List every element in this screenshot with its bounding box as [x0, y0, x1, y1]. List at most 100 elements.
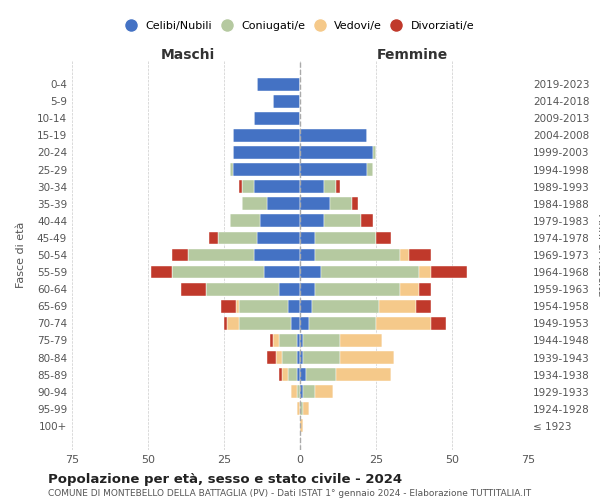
Bar [419, 283, 431, 296]
Bar [282, 351, 297, 364]
Bar [263, 266, 300, 278]
Bar [257, 232, 300, 244]
Bar [309, 317, 376, 330]
Bar [239, 300, 288, 312]
Bar [367, 163, 373, 176]
Bar [224, 317, 227, 330]
Bar [254, 112, 300, 124]
Bar [279, 283, 300, 296]
Bar [242, 198, 266, 210]
Bar [230, 163, 233, 176]
Bar [303, 351, 340, 364]
Bar [282, 368, 288, 381]
Text: COMUNE DI MONTEBELLO DELLA BATTAGLIA (PV) - Dati ISTAT 1° gennaio 2024 - Elabora: COMUNE DI MONTEBELLO DELLA BATTAGLIA (PV… [48, 489, 531, 498]
Bar [242, 180, 254, 193]
Bar [230, 214, 260, 227]
Bar [416, 300, 431, 312]
Bar [300, 420, 303, 432]
Bar [409, 248, 431, 262]
Text: Maschi: Maschi [160, 48, 215, 62]
Bar [315, 386, 334, 398]
Bar [239, 317, 291, 330]
Text: Femmine: Femmine [377, 48, 448, 62]
Bar [303, 386, 315, 398]
Bar [218, 232, 257, 244]
Bar [291, 386, 297, 398]
Bar [172, 266, 263, 278]
Bar [300, 300, 312, 312]
Bar [288, 300, 300, 312]
Bar [272, 334, 279, 347]
Bar [188, 248, 254, 262]
Bar [300, 386, 303, 398]
Bar [340, 334, 382, 347]
Bar [257, 78, 300, 90]
Bar [233, 146, 300, 159]
Bar [373, 146, 376, 159]
Bar [275, 351, 282, 364]
Bar [172, 248, 188, 262]
Bar [300, 198, 331, 210]
Bar [300, 351, 303, 364]
Bar [300, 248, 315, 262]
Bar [361, 214, 373, 227]
Bar [239, 180, 242, 193]
Bar [227, 317, 239, 330]
Bar [209, 232, 218, 244]
Bar [312, 300, 379, 312]
Bar [300, 163, 367, 176]
Bar [266, 351, 275, 364]
Bar [206, 283, 279, 296]
Bar [297, 351, 300, 364]
Bar [400, 283, 419, 296]
Bar [340, 351, 394, 364]
Bar [376, 232, 391, 244]
Bar [321, 266, 419, 278]
Bar [260, 214, 300, 227]
Bar [297, 386, 300, 398]
Bar [300, 146, 373, 159]
Text: Popolazione per età, sesso e stato civile - 2024: Popolazione per età, sesso e stato civil… [48, 472, 402, 486]
Bar [297, 402, 300, 415]
Bar [337, 180, 340, 193]
Bar [269, 334, 272, 347]
Bar [300, 180, 325, 193]
Bar [352, 198, 358, 210]
Bar [300, 334, 303, 347]
Bar [300, 368, 306, 381]
Bar [300, 283, 315, 296]
Bar [233, 129, 300, 142]
Bar [297, 368, 300, 381]
Bar [315, 248, 400, 262]
Bar [291, 317, 300, 330]
Legend: Celibi/Nubili, Coniugati/e, Vedovi/e, Divorziati/e: Celibi/Nubili, Coniugati/e, Vedovi/e, Di… [120, 15, 480, 36]
Bar [431, 317, 446, 330]
Bar [272, 95, 300, 108]
Bar [236, 300, 239, 312]
Bar [233, 163, 300, 176]
Bar [300, 232, 315, 244]
Bar [379, 300, 416, 312]
Y-axis label: Fasce di età: Fasce di età [16, 222, 26, 288]
Bar [279, 334, 297, 347]
Bar [325, 180, 337, 193]
Bar [300, 266, 321, 278]
Bar [303, 402, 309, 415]
Bar [221, 300, 236, 312]
Bar [297, 334, 300, 347]
Bar [303, 334, 340, 347]
Bar [315, 283, 400, 296]
Bar [337, 368, 391, 381]
Bar [419, 266, 431, 278]
Bar [331, 198, 352, 210]
Y-axis label: Anni di nascita: Anni di nascita [596, 214, 600, 296]
Bar [315, 232, 376, 244]
Bar [254, 248, 300, 262]
Bar [300, 214, 325, 227]
Bar [181, 283, 206, 296]
Bar [266, 198, 300, 210]
Bar [306, 368, 337, 381]
Bar [376, 317, 431, 330]
Bar [288, 368, 297, 381]
Bar [400, 248, 409, 262]
